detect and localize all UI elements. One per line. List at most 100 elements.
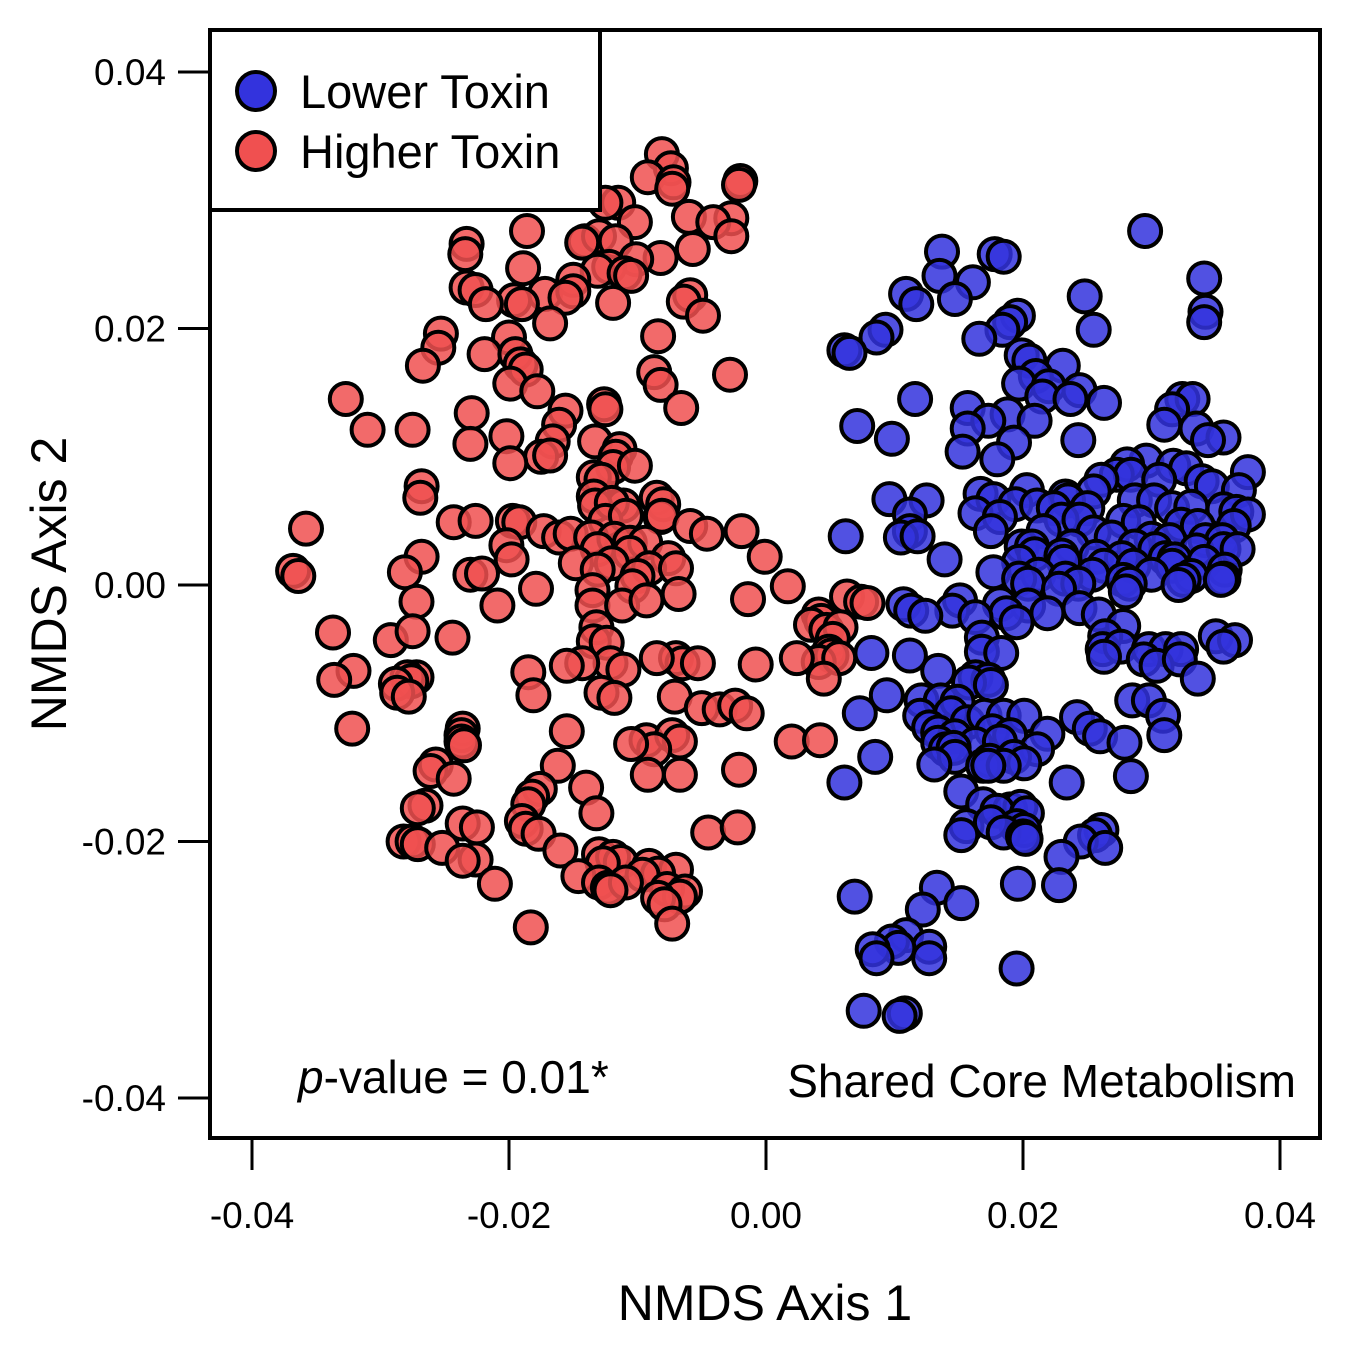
point-lower-toxin xyxy=(907,597,944,634)
point-higher-toxin xyxy=(730,581,766,618)
legend-box xyxy=(208,28,602,212)
point-lower-toxin xyxy=(1007,820,1044,857)
point-higher-toxin xyxy=(654,170,691,207)
point-higher-toxin xyxy=(512,909,549,946)
point-higher-toxin xyxy=(679,645,716,682)
legend-marker-lower-toxin xyxy=(235,70,277,112)
point-lower-toxin xyxy=(943,817,980,854)
point-higher-toxin xyxy=(587,391,624,428)
point-lower-toxin xyxy=(857,738,894,775)
point-higher-toxin xyxy=(435,760,472,797)
point-lower-toxin xyxy=(853,635,890,671)
point-higher-toxin xyxy=(476,865,513,902)
point-lower-toxin xyxy=(1146,717,1183,754)
point-higher-toxin xyxy=(805,660,842,697)
point-lower-toxin xyxy=(1048,764,1085,801)
point-higher-toxin xyxy=(479,587,516,624)
point-lower-toxin xyxy=(1186,304,1223,341)
point-higher-toxin xyxy=(849,585,886,621)
point-lower-toxin xyxy=(845,992,882,1029)
point-lower-toxin xyxy=(836,878,873,915)
point-higher-toxin xyxy=(505,250,542,287)
point-higher-toxin xyxy=(721,166,757,203)
point-lower-toxin xyxy=(961,320,998,357)
y-tick-label: -0.04 xyxy=(82,1078,166,1119)
point-higher-toxin xyxy=(802,722,838,759)
point-lower-toxin xyxy=(1160,567,1197,603)
point-higher-toxin xyxy=(728,695,765,732)
point-higher-toxin xyxy=(542,832,579,869)
point-lower-toxin xyxy=(1087,829,1124,866)
point-higher-toxin xyxy=(548,713,585,750)
point-higher-toxin xyxy=(434,619,471,656)
point-higher-toxin xyxy=(548,647,585,684)
point-lower-toxin xyxy=(1086,384,1122,421)
point-lower-toxin xyxy=(985,238,1022,275)
point-higher-toxin xyxy=(515,677,552,714)
point-higher-toxin xyxy=(398,583,435,620)
point-higher-toxin xyxy=(493,541,530,578)
point-higher-toxin xyxy=(737,646,774,683)
point-lower-toxin xyxy=(1041,867,1077,904)
point-higher-toxin xyxy=(532,437,569,474)
point-lower-toxin xyxy=(827,518,864,555)
point-lower-toxin xyxy=(1066,278,1103,315)
point-higher-toxin xyxy=(660,576,697,612)
point-higher-toxin xyxy=(453,395,490,432)
pvalue-rest: -value = 0.01* xyxy=(324,1051,609,1103)
point-higher-toxin xyxy=(638,640,675,677)
point-lower-toxin xyxy=(926,541,963,578)
x-tick-label: 0.04 xyxy=(1244,1195,1316,1236)
y-tick-label: 0.04 xyxy=(94,52,166,93)
point-lower-toxin xyxy=(1179,660,1216,697)
point-higher-toxin xyxy=(539,747,576,784)
point-higher-toxin xyxy=(596,679,633,716)
legend-label-lower-toxin: Lower Toxin xyxy=(300,65,550,118)
x-tick-label: -0.02 xyxy=(467,1195,551,1236)
y-tick-label: 0.02 xyxy=(94,309,166,350)
point-lower-toxin xyxy=(899,518,936,555)
point-higher-toxin xyxy=(629,756,666,793)
point-higher-toxin xyxy=(640,318,677,355)
point-lower-toxin xyxy=(898,286,935,323)
point-higher-toxin xyxy=(399,790,436,827)
point-lower-toxin xyxy=(943,885,980,922)
y-axis-title: NMDS Axis 2 xyxy=(21,437,77,732)
subtitle-annotation: Shared Core Metabolism xyxy=(787,1055,1296,1107)
point-lower-toxin xyxy=(858,319,895,356)
point-higher-toxin xyxy=(721,751,757,788)
point-lower-toxin xyxy=(831,334,868,371)
legend-marker-higher-toxin xyxy=(235,130,277,172)
point-lower-toxin xyxy=(916,746,953,783)
point-higher-toxin xyxy=(492,445,529,482)
point-higher-toxin xyxy=(661,756,698,793)
point-higher-toxin xyxy=(446,727,482,764)
point-higher-toxin xyxy=(746,538,783,575)
y-axis: -0.04 -0.02 0.00 0.02 0.04 xyxy=(82,52,212,1119)
point-higher-toxin xyxy=(464,555,500,592)
x-tick-label: 0.02 xyxy=(987,1195,1059,1236)
point-higher-toxin xyxy=(518,570,554,607)
plot-points xyxy=(275,136,1266,1034)
point-lower-toxin xyxy=(904,891,941,928)
point-lower-toxin xyxy=(970,747,1007,784)
point-higher-toxin xyxy=(712,356,748,393)
point-lower-toxin xyxy=(936,281,973,317)
point-lower-toxin xyxy=(1060,422,1097,459)
point-higher-toxin xyxy=(519,373,556,410)
legend-label-higher-toxin: Higher Toxin xyxy=(300,125,560,178)
point-higher-toxin xyxy=(452,425,489,462)
point-higher-toxin xyxy=(466,336,503,373)
point-higher-toxin xyxy=(628,582,665,619)
point-lower-toxin xyxy=(1086,638,1122,675)
point-lower-toxin xyxy=(891,637,928,674)
point-lower-toxin xyxy=(920,652,957,689)
point-lower-toxin xyxy=(1052,381,1089,417)
point-higher-toxin xyxy=(592,872,629,909)
point-higher-toxin xyxy=(394,411,431,448)
point-higher-toxin xyxy=(654,905,691,942)
pvalue-italic: p xyxy=(296,1051,324,1103)
point-lower-toxin xyxy=(1190,422,1226,459)
point-lower-toxin xyxy=(1107,573,1144,610)
